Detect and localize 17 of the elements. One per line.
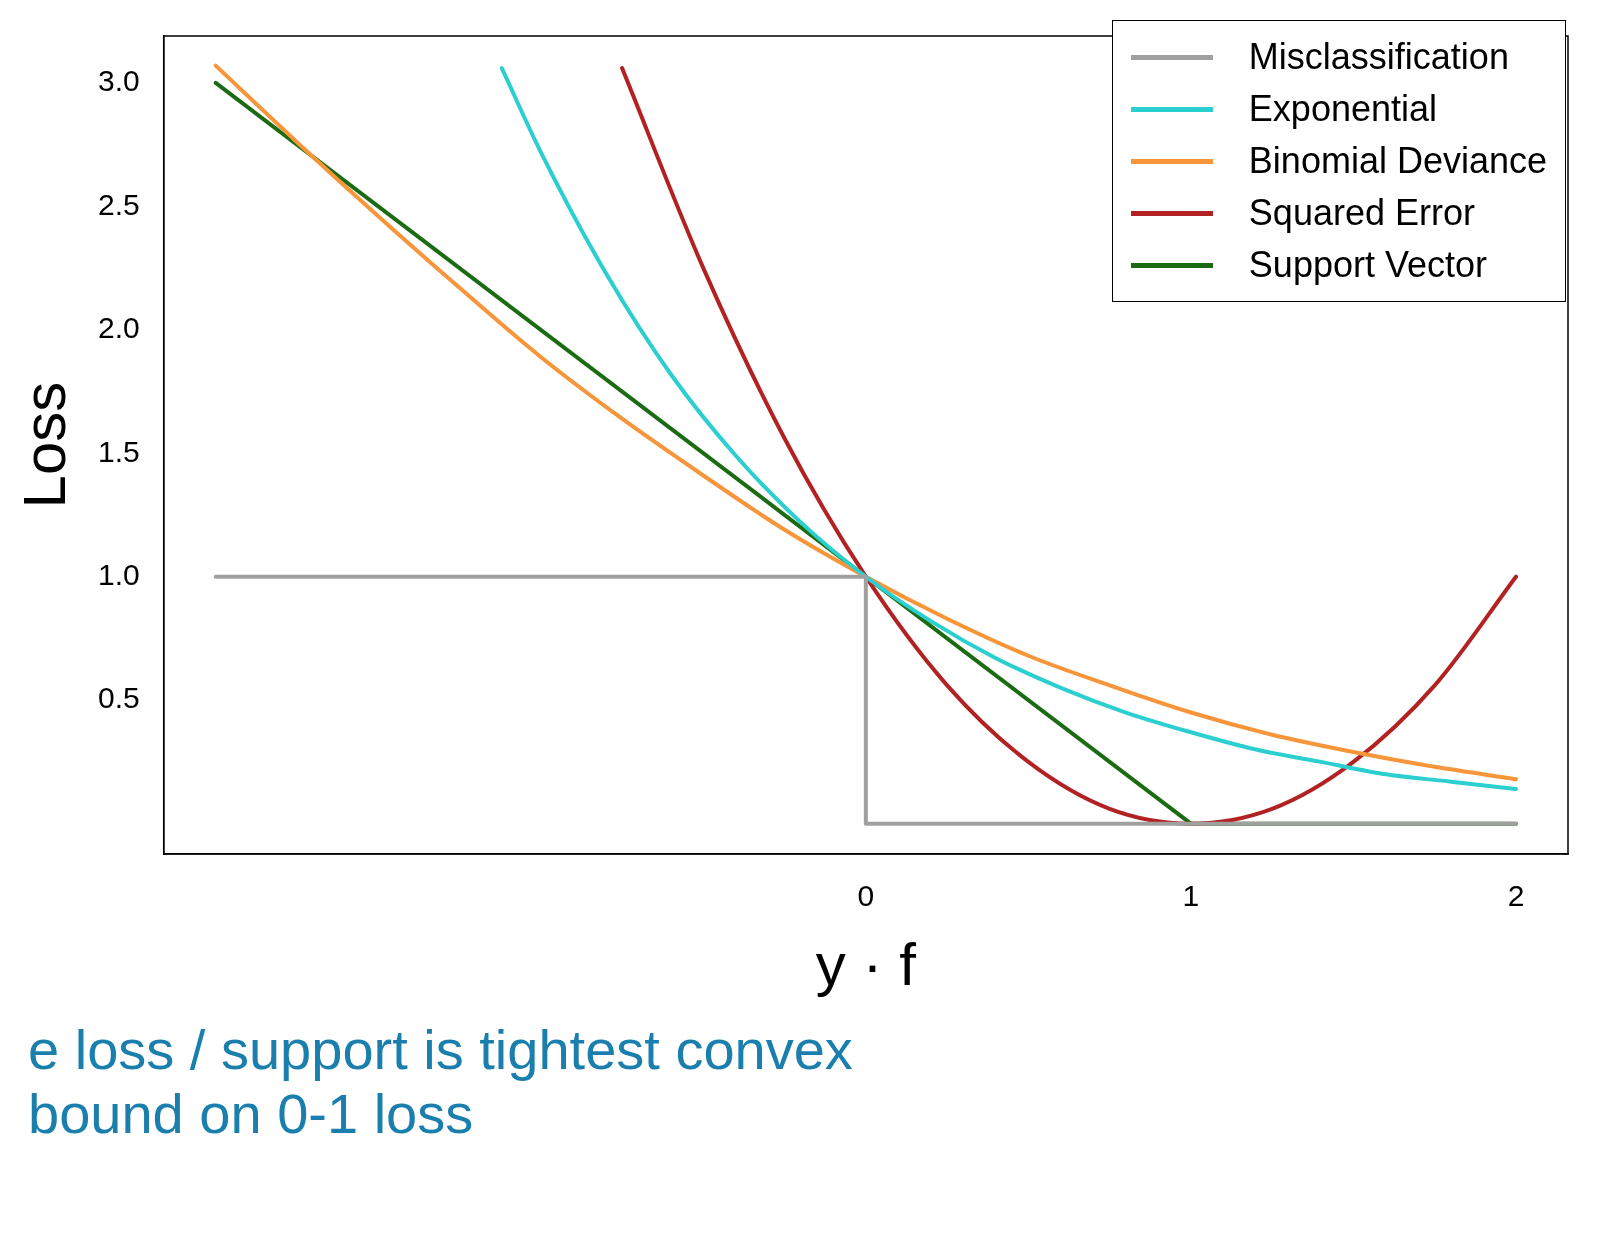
x-tick-label: 0 (857, 879, 875, 913)
text: e loss / support is tightest convex bound on 0-1 loss (28, 1018, 854, 1147)
legend-label: Exponential (1248, 88, 1437, 130)
y-tick-label: 0.5 (97, 681, 140, 715)
y-axis-title: Loss (10, 381, 78, 509)
legend-label: Misclassification (1248, 36, 1509, 78)
y-tick-label: 2.0 (97, 311, 140, 345)
y-tick-label: 3.0 (97, 64, 140, 98)
legend-label: Support Vector (1248, 244, 1487, 286)
y-tick-label: 2.5 (97, 187, 140, 221)
y-tick-label: 1.0 (97, 557, 140, 591)
legend-label: Binomial Deviance (1248, 140, 1547, 182)
y-tick-label: 1.5 (97, 434, 140, 468)
x-axis-title: y · f (815, 930, 917, 998)
legend-label: Squared Error (1248, 192, 1475, 234)
x-tick-label: 2 (1507, 879, 1525, 913)
x-tick-label: 1 (1182, 879, 1200, 913)
